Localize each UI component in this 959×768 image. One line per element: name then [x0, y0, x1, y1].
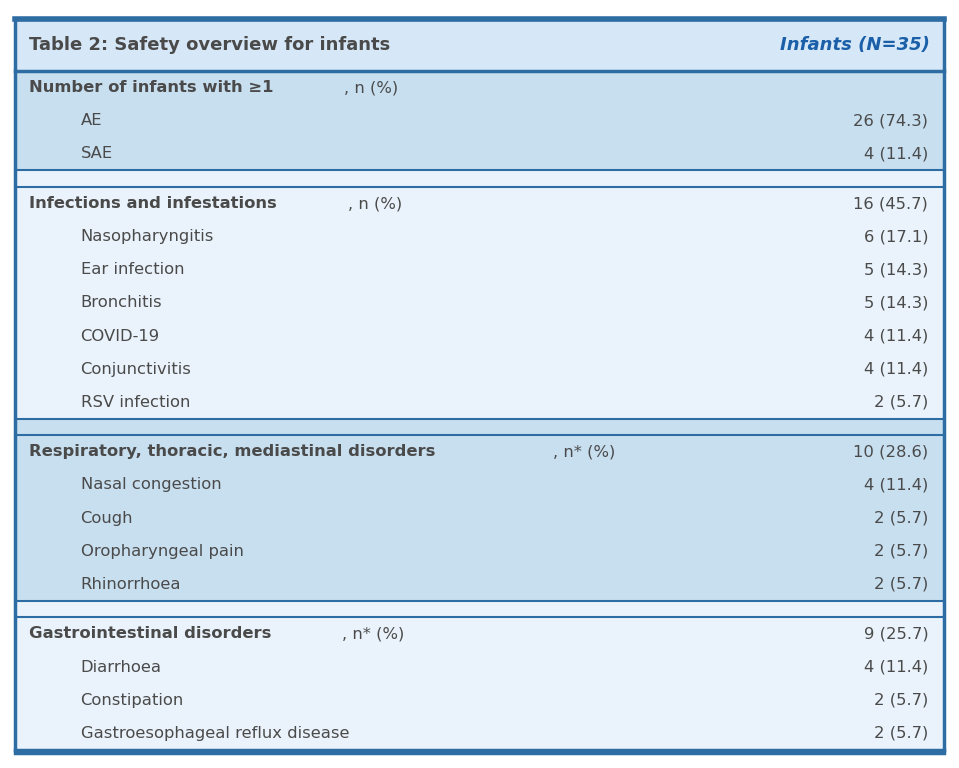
Text: 2 (5.7): 2 (5.7): [874, 693, 928, 707]
Bar: [15, 353, 944, 386]
Text: Respiratory, thoracic, mediastinal disorders: Respiratory, thoracic, mediastinal disor…: [29, 445, 435, 459]
Text: , n* (%): , n* (%): [553, 445, 616, 459]
Text: 16 (45.7): 16 (45.7): [854, 197, 928, 211]
Text: Gastroesophageal reflux disease: Gastroesophageal reflux disease: [81, 726, 349, 740]
Bar: [15, 568, 944, 601]
Text: AE: AE: [81, 114, 102, 128]
Bar: [15, 187, 944, 220]
Text: Table 2: Safety overview for infants: Table 2: Safety overview for infants: [29, 36, 390, 55]
Text: 2 (5.7): 2 (5.7): [874, 726, 928, 740]
Bar: [15, 650, 944, 684]
Bar: [15, 386, 944, 419]
Text: Diarrhoea: Diarrhoea: [81, 660, 161, 674]
Bar: [15, 170, 944, 187]
Text: Infants (N=35): Infants (N=35): [781, 36, 930, 55]
Text: Ear infection: Ear infection: [81, 263, 184, 277]
Text: 4 (11.4): 4 (11.4): [864, 329, 928, 343]
Text: COVID-19: COVID-19: [81, 329, 160, 343]
Text: , n (%): , n (%): [348, 197, 403, 211]
Text: 5 (14.3): 5 (14.3): [864, 263, 928, 277]
Text: 4 (11.4): 4 (11.4): [864, 147, 928, 161]
Bar: [15, 319, 944, 353]
Text: Infections and infestations: Infections and infestations: [29, 197, 276, 211]
Text: 2 (5.7): 2 (5.7): [874, 577, 928, 591]
Text: 5 (14.3): 5 (14.3): [864, 296, 928, 310]
Text: Bronchitis: Bronchitis: [81, 296, 162, 310]
Bar: [15, 535, 944, 568]
Text: Gastrointestinal disorders: Gastrointestinal disorders: [29, 627, 271, 641]
Text: Nasal congestion: Nasal congestion: [81, 478, 222, 492]
Bar: [15, 468, 944, 502]
Text: 2 (5.7): 2 (5.7): [874, 544, 928, 558]
Text: Conjunctivitis: Conjunctivitis: [81, 362, 192, 376]
Bar: [15, 286, 944, 319]
Bar: [15, 19, 944, 71]
Text: SAE: SAE: [81, 147, 112, 161]
Text: , n* (%): , n* (%): [341, 627, 404, 641]
Text: 9 (25.7): 9 (25.7): [863, 627, 928, 641]
Text: 4 (11.4): 4 (11.4): [864, 362, 928, 376]
Text: 6 (17.1): 6 (17.1): [864, 230, 928, 244]
Text: 10 (28.6): 10 (28.6): [854, 445, 928, 459]
Text: Constipation: Constipation: [81, 693, 184, 707]
Bar: [15, 435, 944, 468]
Text: 4 (11.4): 4 (11.4): [864, 478, 928, 492]
Bar: [15, 137, 944, 170]
Bar: [15, 684, 944, 717]
Text: Nasopharyngitis: Nasopharyngitis: [81, 230, 214, 244]
Text: , n (%): , n (%): [344, 81, 399, 95]
Text: Oropharyngeal pain: Oropharyngeal pain: [81, 544, 244, 558]
Text: 2 (5.7): 2 (5.7): [874, 511, 928, 525]
Text: RSV infection: RSV infection: [81, 395, 190, 409]
Text: Cough: Cough: [81, 511, 133, 525]
Bar: [15, 419, 944, 435]
Bar: [15, 601, 944, 617]
Text: Rhinorrhoea: Rhinorrhoea: [81, 577, 181, 591]
Bar: [15, 717, 944, 750]
Text: 4 (11.4): 4 (11.4): [864, 660, 928, 674]
Bar: [15, 253, 944, 286]
Bar: [15, 220, 944, 253]
Bar: [15, 502, 944, 535]
Bar: [15, 71, 944, 104]
Bar: [15, 617, 944, 650]
Text: Number of infants with ≥1: Number of infants with ≥1: [29, 81, 273, 95]
Bar: [15, 104, 944, 137]
Text: 2 (5.7): 2 (5.7): [874, 395, 928, 409]
Text: 26 (74.3): 26 (74.3): [854, 114, 928, 128]
